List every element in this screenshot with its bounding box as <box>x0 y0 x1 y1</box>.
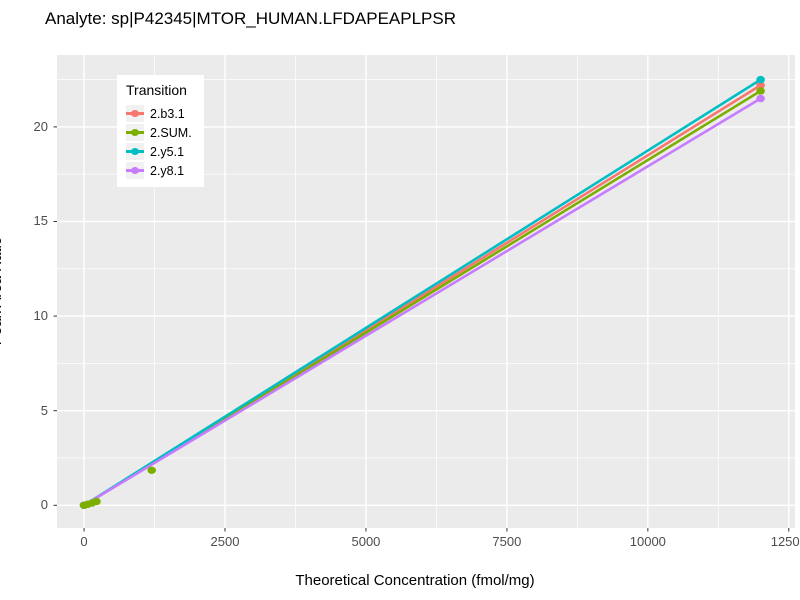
legend-item: 2.b3.1 <box>126 104 192 123</box>
data-point-2.SUM. <box>147 466 157 474</box>
legend-item: 2.y8.1 <box>126 161 192 180</box>
data-point-2.y5.1 <box>756 75 765 84</box>
series-line-2.y5.1 <box>82 78 762 507</box>
x-axis-title: Theoretical Concentration (fmol/mg) <box>295 572 535 589</box>
legend-key-icon <box>126 105 144 122</box>
x-tick-label: 10000 <box>629 534 666 549</box>
plot-title: Analyte: sp|P42345|MTOR_HUMAN.LFDAPEAPLP… <box>45 9 457 28</box>
legend-item: 2.SUM. <box>126 123 192 142</box>
legend-item-label: 2.b3.1 <box>150 106 185 121</box>
y-tick-label: 5 <box>40 402 48 418</box>
data-point-2.SUM. <box>92 497 101 506</box>
legend-key-dot <box>131 167 139 174</box>
legend-item-label: 2.y5.1 <box>150 144 185 159</box>
legend-key-icon <box>126 162 144 179</box>
legend-title: Transition <box>126 82 187 98</box>
legend-item: 2.y5.1 <box>126 142 192 161</box>
legend-item-label: 2.SUM. <box>150 125 192 140</box>
x-tick-label: 2500 <box>210 534 240 549</box>
y-tick-label: 10 <box>33 308 48 324</box>
legend-item-label: 2.y8.1 <box>150 163 185 178</box>
y-tick-label: 0 <box>40 497 48 513</box>
legend: Transition 2.b3.1 2.SUM. 2.y5.1 2.y8.1 <box>117 75 204 187</box>
series-line-2.y8.1 <box>82 97 762 507</box>
data-point-2.b3.1 <box>756 81 765 89</box>
x-tick-label: 5000 <box>351 534 381 549</box>
y-tick-label: 20 <box>33 118 48 134</box>
legend-key-dot <box>131 148 139 155</box>
legend-key-icon <box>126 124 144 141</box>
legend-key-dot <box>131 110 139 117</box>
legend-key-icon <box>126 143 144 160</box>
y-axis-title: Peak Area Ratio <box>0 236 5 346</box>
y-tick-label: 15 <box>33 213 48 229</box>
x-tick-label: 7500 <box>492 534 522 549</box>
data-point-2.y8.1 <box>756 94 765 103</box>
legend-key-dot <box>131 129 139 136</box>
x-tick-label: 0 <box>80 534 88 549</box>
data-point-2.SUM. <box>756 87 765 95</box>
legend-items: 2.b3.1 2.SUM. 2.y5.1 2.y8.1 <box>126 104 192 180</box>
